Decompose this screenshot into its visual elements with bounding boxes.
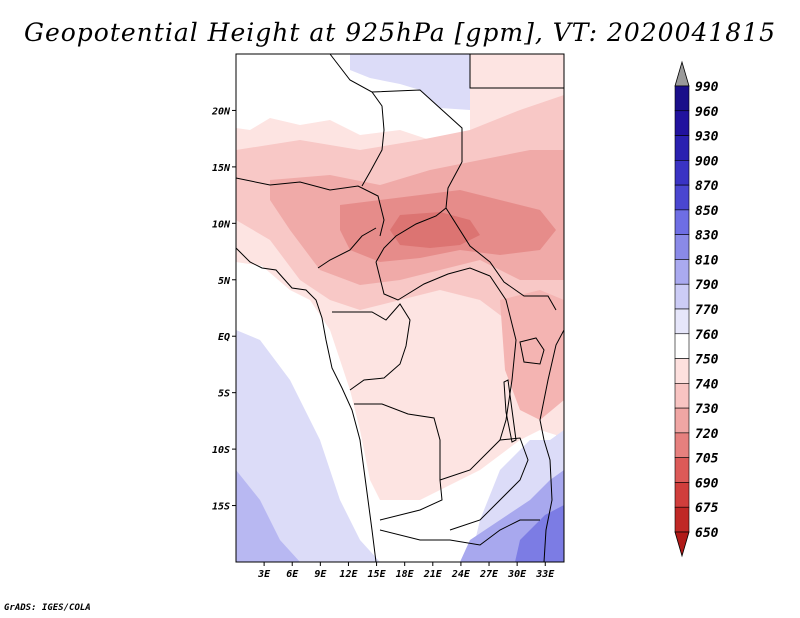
field-lavender-west xyxy=(236,330,380,562)
colorbar-box xyxy=(674,506,690,533)
map-boundaries xyxy=(235,53,565,563)
x-tick-label: 18E xyxy=(396,569,415,580)
coastline-east-africa xyxy=(539,329,565,563)
y-tick-label: 10N xyxy=(212,219,231,230)
x-tick-label: 33E xyxy=(535,569,555,580)
colorbar-box xyxy=(674,283,690,310)
field-blue-sw xyxy=(236,470,300,562)
colorbar-box xyxy=(674,432,690,458)
colorbar-box xyxy=(674,160,690,186)
colorbar-label: 720 xyxy=(695,427,719,442)
colorbar-box xyxy=(674,259,690,285)
border-congo xyxy=(332,303,411,391)
colorbar-label: 930 xyxy=(695,130,719,145)
border-sudan xyxy=(375,161,463,263)
colorbar-label: 850 xyxy=(695,204,719,219)
colorbar-label: 675 xyxy=(695,501,719,516)
x-tick-label: 21E xyxy=(423,569,443,580)
map-frame xyxy=(235,53,565,563)
x-tick-label: 27E xyxy=(479,569,499,580)
border-car xyxy=(375,261,491,301)
colorbar-box xyxy=(674,234,690,260)
colorbar-box xyxy=(674,333,690,359)
border-zambia xyxy=(439,437,529,531)
colorbar-label: 810 xyxy=(695,253,719,268)
colorbar-box xyxy=(674,85,690,112)
colorbar-label: 650 xyxy=(695,526,719,541)
field-blue-se-deep xyxy=(515,505,564,562)
x-tick-label: 12E xyxy=(339,569,358,580)
colorbar-box xyxy=(674,457,690,483)
colorbar-box xyxy=(674,308,690,335)
x-tick-label: 9E xyxy=(314,569,327,580)
y-tick-label: 5N xyxy=(218,276,231,287)
colorbar-box xyxy=(674,135,690,161)
colorbar-box xyxy=(674,358,690,384)
colorbar-label: 690 xyxy=(695,476,719,491)
colorbar-label: 990 xyxy=(695,80,719,95)
colorbar-label: 740 xyxy=(695,377,719,392)
y-tick-label: 20N xyxy=(211,106,231,117)
coastline-west-africa xyxy=(235,247,377,563)
colorbar-box xyxy=(674,209,690,235)
y-tick-label: 10S xyxy=(212,445,230,456)
colorbar-box xyxy=(674,383,690,409)
border-southern xyxy=(379,519,540,546)
colorbar-box xyxy=(674,110,690,136)
x-tick-label: 30E xyxy=(507,569,527,580)
colorbar-label: 750 xyxy=(695,353,719,368)
colorbar-label: 705 xyxy=(695,452,719,467)
border-angola xyxy=(354,403,443,521)
x-tick-label: 3E xyxy=(257,569,271,580)
field-pink-705 xyxy=(390,212,480,248)
y-tick-label: 5S xyxy=(218,389,230,400)
lake-tanganyika xyxy=(503,379,517,443)
field-lavender-north xyxy=(350,54,470,110)
colorbar-label: 790 xyxy=(695,278,719,293)
colorbar: 990 960 930 900 870 850 830 810 790 770 760 750 740 7… xyxy=(674,60,719,558)
colorbar-top-arrow xyxy=(674,60,690,87)
colorbar-label: 960 xyxy=(695,105,719,120)
border-drc-east xyxy=(489,275,517,441)
border-cameroon xyxy=(317,227,377,269)
x-tick-label: 6E xyxy=(286,569,299,580)
border-north-1 xyxy=(329,53,385,187)
colorbar-bottom-arrow xyxy=(674,531,690,558)
y-axis: 20N 15N 10N 5N EQ 5S 10S 15S xyxy=(211,106,236,513)
colorbar-label: 900 xyxy=(695,154,719,169)
x-axis: 3E 6E 9E 12E 15E 18E 21E 24E 27E 30E 33E xyxy=(257,562,555,580)
x-tick-label: 24E xyxy=(451,569,471,580)
field-pink-east xyxy=(500,290,564,420)
y-tick-label: 15S xyxy=(212,502,230,513)
colorbar-label: 770 xyxy=(695,303,719,318)
y-tick-label: 15N xyxy=(212,163,231,174)
border-north-2 xyxy=(371,89,463,162)
border-sahel xyxy=(235,177,385,237)
grads-credit: GrADS: IGES/COLA xyxy=(4,603,91,613)
colorbar-box xyxy=(674,184,690,211)
map-field xyxy=(236,54,564,562)
x-tick-label: 15E xyxy=(368,569,387,580)
colorbar-label: 760 xyxy=(695,328,719,343)
colorbar-label: 730 xyxy=(695,402,719,417)
y-tick-label: EQ xyxy=(218,332,230,343)
colorbar-box xyxy=(674,482,690,508)
lake-victoria xyxy=(519,337,545,365)
colorbar-label: 830 xyxy=(695,229,719,244)
border-north-3 xyxy=(469,54,564,89)
border-south-sudan xyxy=(445,207,557,311)
colorbar-label: 870 xyxy=(695,179,719,194)
colorbar-box xyxy=(674,407,690,434)
map-title: Geopotential Height at 925hPa [gpm], VT:… xyxy=(23,18,777,47)
